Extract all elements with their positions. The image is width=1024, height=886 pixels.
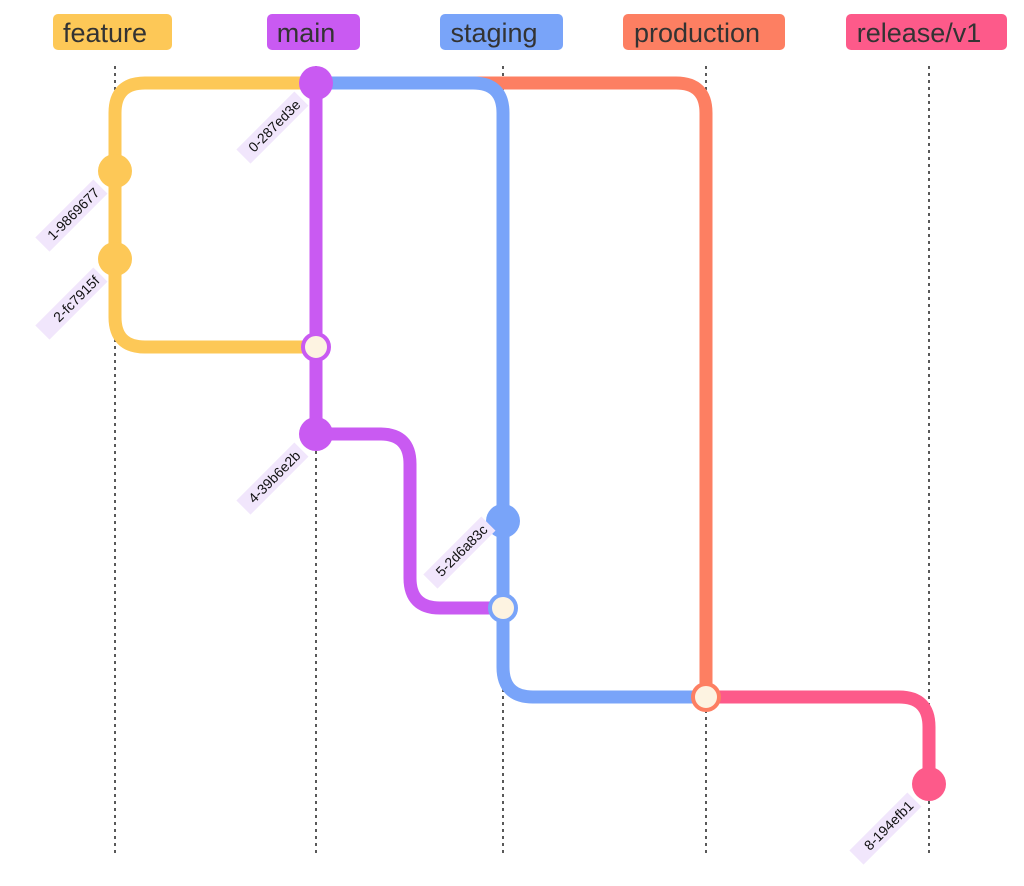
- branch-tag-production: [623, 14, 785, 50]
- path-feature: [108, 76, 323, 354]
- path-release: [699, 690, 936, 791]
- commit-node[interactable]: [299, 417, 333, 451]
- branch-label-main[interactable]: main: [267, 14, 360, 50]
- branch-name-production: production: [634, 18, 760, 48]
- commit-labels: 0-287ed3e 1-9869677 2-fc7915f 4-39b6e2b …: [35, 91, 922, 865]
- branch-tag-feature: [53, 14, 172, 50]
- commit-node[interactable]: [486, 504, 520, 538]
- commit-label-0: 0-287ed3e: [236, 91, 309, 164]
- branch-labels: feature main staging production release/…: [53, 14, 1007, 50]
- path-main: [309, 76, 510, 615]
- commit-id: 4-39b6e2b: [245, 447, 304, 506]
- commit-label-8: 8-194efb1: [849, 792, 922, 865]
- commit-label-4: 4-39b6e2b: [236, 442, 309, 515]
- commit-label-bg: [236, 91, 309, 164]
- commit-node[interactable]: [912, 767, 946, 801]
- commit-node[interactable]: [98, 154, 132, 188]
- lane-lines: [114, 66, 930, 856]
- branch-label-production[interactable]: production: [623, 14, 785, 50]
- commit-label-6: 5-2d6a83c: [423, 516, 496, 589]
- branch-label-feature[interactable]: feature: [53, 14, 172, 50]
- branch-name-main: main: [277, 18, 336, 48]
- commit-id: 0-287ed3e: [245, 96, 304, 155]
- path-production: [309, 76, 713, 704]
- path-staging: [309, 76, 713, 704]
- merge-commit-node[interactable]: [488, 593, 518, 623]
- branch-name-feature: feature: [63, 18, 147, 48]
- commit-node[interactable]: [98, 242, 132, 276]
- branch-name-staging: staging: [450, 18, 537, 48]
- branch-tag-main: [267, 14, 360, 50]
- commit-label-bg: [35, 267, 108, 340]
- commit-label-bg: [849, 792, 922, 865]
- commit-nodes: [98, 66, 946, 801]
- branch-paths: [108, 76, 936, 791]
- branch-tag-release: [846, 14, 1007, 50]
- commit-label-bg: [236, 442, 309, 515]
- branch-name-release: release/v1: [857, 18, 982, 48]
- commit-id: 1-9869677: [44, 184, 103, 243]
- commit-label-bg: [35, 179, 108, 252]
- commit-id: 5-2d6a83c: [432, 521, 490, 579]
- commit-id: 8-194efb1: [861, 797, 917, 853]
- commit-label-1: 1-9869677: [35, 179, 108, 252]
- branch-label-release[interactable]: release/v1: [846, 14, 1007, 50]
- branch-tag-staging: [440, 14, 563, 50]
- commit-id: 2-fc7915f: [50, 272, 103, 325]
- merge-commit-node[interactable]: [301, 332, 331, 362]
- commit-label-2: 2-fc7915f: [35, 267, 108, 340]
- merge-commit-node[interactable]: [691, 682, 721, 712]
- branch-label-staging[interactable]: staging: [440, 14, 563, 50]
- commit-node[interactable]: [299, 66, 333, 100]
- commit-label-bg: [423, 516, 496, 589]
